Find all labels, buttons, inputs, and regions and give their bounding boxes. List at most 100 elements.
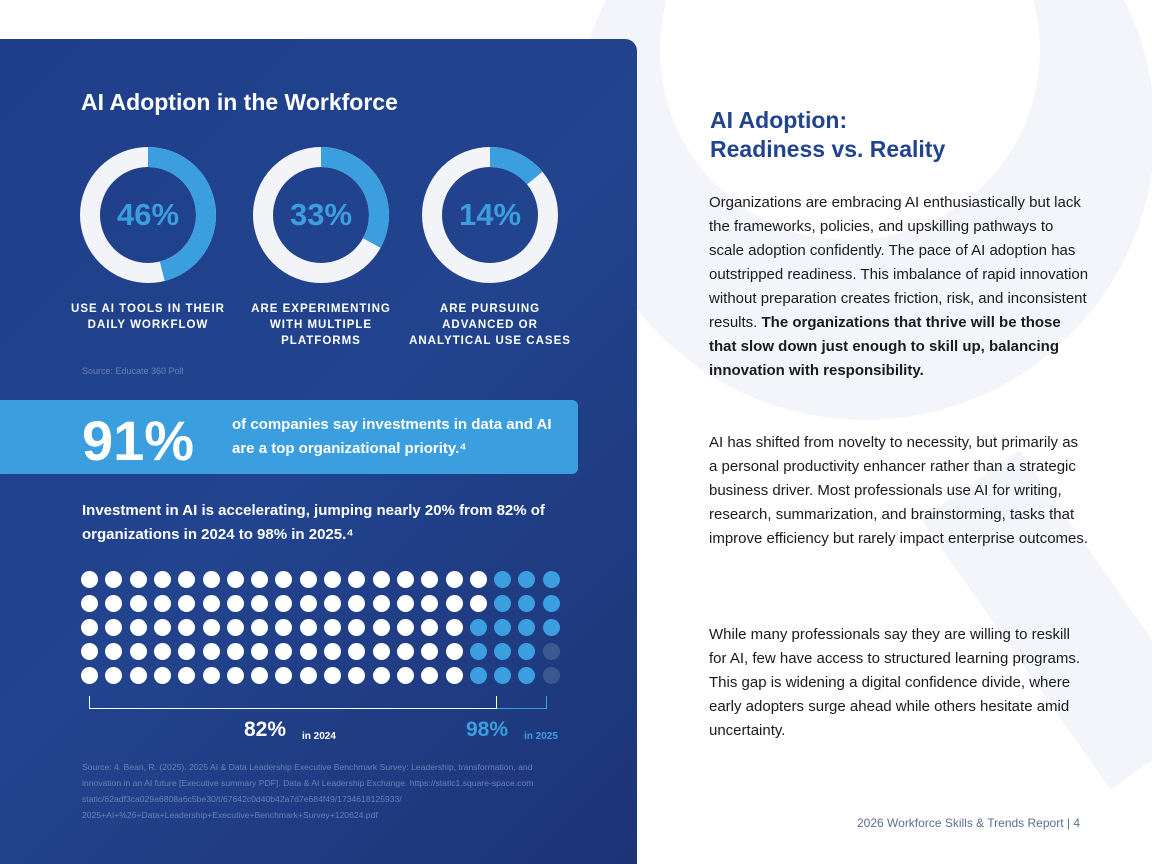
dot — [518, 571, 536, 588]
dot — [226, 619, 244, 636]
dot — [372, 619, 390, 636]
dot — [226, 667, 244, 684]
dot — [324, 643, 341, 660]
dot — [275, 595, 293, 612]
dot — [251, 619, 269, 636]
paragraph-1-text: Organizations are embracing AI enthusias… — [709, 194, 1089, 331]
dot — [348, 643, 366, 660]
donut-ring — [80, 147, 216, 283]
dot — [275, 667, 293, 684]
dot — [81, 571, 98, 588]
dot — [105, 667, 123, 684]
dot — [251, 571, 269, 588]
donut-label: ARE PURSUING ADVANCED OR ANALYTICAL USE … — [409, 303, 571, 347]
dot — [421, 619, 439, 636]
dot — [396, 643, 414, 660]
dot — [153, 595, 171, 612]
donut-arc — [422, 147, 558, 283]
investment-source: Source: 4. Bean, R. (2025). 2025 AI & Da… — [82, 762, 534, 820]
donut-value: 46% — [116, 197, 180, 232]
dot — [494, 595, 512, 612]
donut-ring — [422, 147, 558, 283]
dot — [202, 595, 220, 612]
dot — [299, 643, 317, 660]
dot — [469, 571, 487, 588]
dot — [105, 595, 123, 612]
dot — [372, 595, 390, 612]
dot — [348, 619, 366, 636]
donut-label: ARE EXPERIMENTING WITH MULTIPLE PLATFORM… — [251, 303, 391, 347]
donut-ring — [253, 147, 389, 283]
dot — [153, 667, 171, 684]
dot — [518, 643, 536, 660]
dot — [226, 643, 244, 660]
dot — [324, 619, 341, 636]
dot — [396, 619, 414, 636]
dot — [129, 643, 147, 660]
dot — [299, 571, 317, 588]
donut-arc — [80, 147, 216, 283]
dot — [445, 619, 463, 636]
investment-text: Investment in AI is accelerating, jumpin… — [82, 502, 545, 543]
section-title: AI Adoption: Readiness vs. Reality — [710, 106, 1090, 164]
donut-source: Source: Educate 360 Poll — [82, 366, 184, 376]
paragraph-3: While many professionals say they are wi… — [709, 626, 1081, 739]
dot — [542, 595, 560, 612]
label-2025-value: 98% — [466, 718, 509, 741]
bracket-2024 — [89, 696, 497, 709]
paragraph-2: AI has shifted from novelty to necessity… — [709, 434, 1089, 547]
page-footer: 2026 Workforce Skills & Trends Report | … — [857, 816, 1080, 830]
donut-chart-multiple-platforms: 33% — [253, 147, 389, 283]
dot — [542, 571, 560, 588]
donut-label: USE AI TOOLS IN THEIR DAILY WORKFLOW — [71, 303, 225, 331]
dot — [445, 571, 463, 588]
dot — [396, 667, 414, 684]
dot — [129, 667, 147, 684]
bracket-2025 — [497, 696, 547, 709]
dot — [324, 595, 341, 612]
dot — [178, 619, 196, 636]
dot — [348, 571, 366, 588]
dot — [494, 643, 512, 660]
dot — [129, 595, 147, 612]
dot-chart — [81, 570, 561, 690]
dot — [469, 667, 487, 684]
donut-value: 14% — [458, 197, 522, 232]
dot — [299, 595, 317, 612]
label-2024-value: 82% — [244, 718, 287, 741]
dot — [469, 595, 487, 612]
dot — [202, 571, 220, 588]
dot — [372, 667, 390, 684]
dot — [372, 571, 390, 588]
dot — [275, 619, 293, 636]
dot — [518, 595, 536, 612]
dot — [202, 643, 220, 660]
dot — [324, 667, 341, 684]
dot — [202, 619, 220, 636]
dot — [153, 643, 171, 660]
dot — [348, 595, 366, 612]
donut-value: 33% — [289, 197, 353, 232]
dot — [153, 619, 171, 636]
panel-title: AI Adoption in the Workforce — [81, 89, 398, 115]
dot — [324, 571, 341, 588]
dot — [299, 667, 317, 684]
dot — [372, 643, 390, 660]
dot — [421, 595, 439, 612]
dot — [178, 571, 196, 588]
dot — [542, 619, 560, 636]
dot — [348, 667, 366, 684]
dot — [396, 595, 414, 612]
dot — [105, 619, 123, 636]
dot — [299, 619, 317, 636]
dot — [445, 595, 463, 612]
dot — [518, 619, 536, 636]
paragraph-1: Organizations are embracing AI enthusias… — [709, 191, 1089, 383]
donut-arc — [253, 147, 389, 283]
dot — [518, 667, 536, 684]
dot — [469, 619, 487, 636]
section-title-line2: Readiness vs. Reality — [710, 136, 946, 162]
dot — [81, 595, 98, 612]
dot — [275, 643, 293, 660]
dot — [251, 595, 269, 612]
